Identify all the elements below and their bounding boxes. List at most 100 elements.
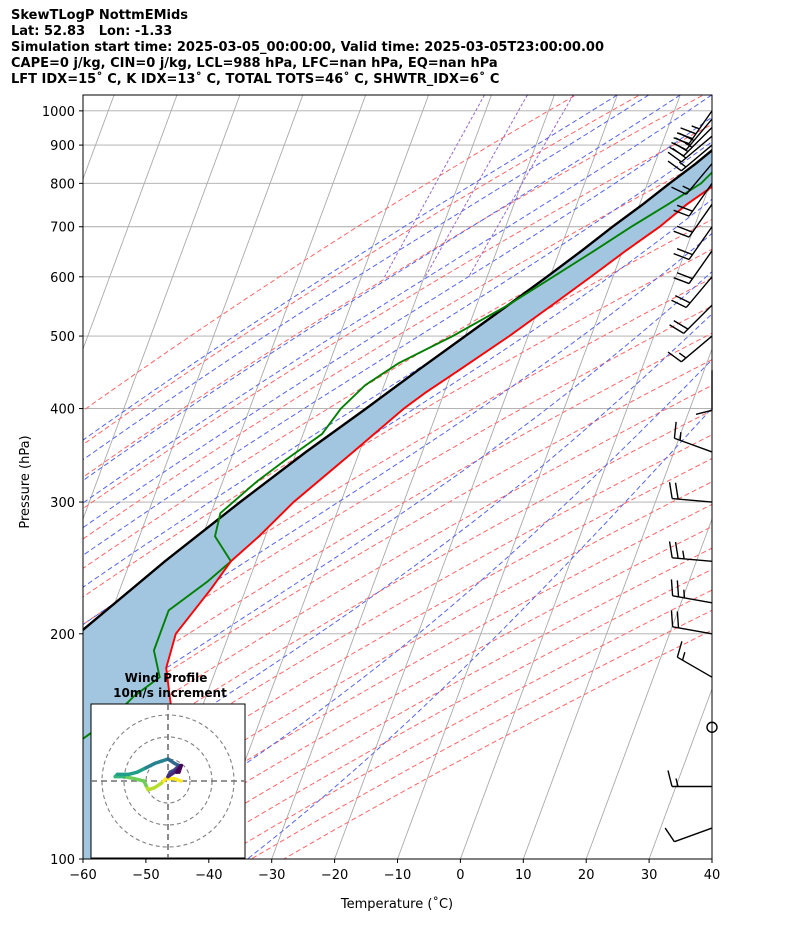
hodograph-title: Wind Profile [125, 671, 208, 685]
x-tick-label: 10 [515, 868, 532, 883]
wind-barb [668, 482, 713, 503]
y-tick-label: 100 [50, 853, 75, 868]
wind-barb [695, 370, 713, 415]
y-tick-label: 400 [50, 403, 75, 418]
isotherm-line [711, 857, 712, 859]
grid-layer [83, 95, 794, 859]
indices-line-2: LFT IDX=15˚ C, K IDX=13˚ C, TOTAL TOTS=4… [11, 72, 500, 87]
dry-adiabat [83, 458, 712, 821]
wind-barb [667, 135, 713, 163]
wind-barb [673, 226, 713, 261]
wind-barb [673, 250, 713, 285]
isotherm-line [775, 95, 794, 859]
y-tick-label: 300 [50, 496, 75, 511]
x-tick-label: 20 [578, 868, 595, 883]
wind-barb [671, 276, 713, 309]
x-tick-label: 0 [456, 868, 464, 883]
y-tick-label: 1000 [42, 105, 75, 120]
y-tick-label: 600 [50, 271, 75, 286]
location-line: Lat: 52.83 Lon: -1.33 [11, 24, 173, 39]
dry-adiabat [83, 218, 712, 598]
hodograph: Wind Profile 10m/s increment [90, 671, 246, 859]
dry-adiabat [83, 384, 712, 752]
hodograph-plot [91, 704, 245, 858]
moist-adiabat [83, 313, 712, 791]
mixing-ratio-line [384, 95, 485, 278]
isotherm-line [208, 95, 492, 859]
mixing-ratio-line [468, 95, 574, 278]
wind-barb [670, 610, 713, 635]
wind-barb [676, 641, 713, 678]
dry-adiabat [88, 503, 712, 859]
y-tick-label: 900 [50, 139, 75, 154]
wind-barb [673, 182, 713, 217]
moist-adiabat [83, 141, 712, 556]
hodograph-segment [177, 763, 183, 774]
x-tick-label: −40 [195, 868, 222, 883]
moist-adiabat [83, 95, 681, 482]
x-axis-label: Temperature (˚C) [340, 896, 453, 912]
times-line: Simulation start time: 2025-03-05_00:00:… [11, 40, 604, 55]
indices-line-1: CAPE=0 j/kg, CIN=0 j/kg, LCL=988 hPa, LF… [11, 56, 498, 71]
dry-adiabat [83, 95, 641, 446]
dry-adiabat [83, 305, 712, 678]
y-tick-label: 500 [50, 330, 75, 345]
dry-adiabat [83, 359, 712, 728]
wind-barb [664, 827, 713, 843]
wind-barb [667, 335, 713, 363]
y-tick-label: 800 [50, 177, 75, 192]
x-tick-label: −20 [321, 868, 348, 883]
wind-barb [670, 579, 713, 604]
y-axis-label: Pressure (hPa) [18, 435, 33, 528]
x-tick-label: 30 [641, 868, 658, 883]
isotherm-line [585, 517, 712, 859]
dry-adiabat [83, 434, 712, 798]
isotherm-line [271, 95, 555, 859]
isotherm-line [334, 95, 618, 859]
dry-adiabat [153, 547, 712, 859]
wind-barb-layer [664, 110, 718, 843]
wind-barb [673, 203, 713, 238]
isotherm-line [522, 347, 712, 859]
wind-barb [669, 304, 713, 334]
moist-adiabat [247, 407, 712, 859]
moist-adiabat [83, 95, 649, 461]
y-tick-label: 700 [50, 221, 75, 236]
x-tick-label: −10 [384, 868, 411, 883]
x-tick-label: −60 [69, 868, 96, 883]
x-tick-label: 40 [704, 868, 721, 883]
moist-adiabat [83, 198, 712, 626]
moist-adiabat [83, 95, 712, 504]
wind-barb [706, 721, 718, 733]
parcel-profile-line [83, 148, 712, 632]
y-tick-label: 200 [50, 628, 75, 643]
dry-adiabat [83, 95, 577, 412]
isotherm-line [83, 95, 241, 521]
chart-header: SkewTLogP NottmEMids Lat: 52.83 Lon: -1.… [11, 8, 604, 88]
dry-adiabat [83, 156, 712, 540]
moist-adiabat [83, 95, 618, 441]
moist-adiabat [83, 232, 712, 670]
wind-barb [671, 163, 713, 195]
wind-barb [667, 770, 712, 788]
wind-barb [667, 144, 713, 172]
x-tick-label: −50 [132, 868, 159, 883]
isotherm-line [459, 177, 712, 859]
hodograph-ring [145, 758, 191, 804]
moist-adiabat [83, 116, 712, 529]
wind-barb [673, 421, 713, 453]
dry-adiabat [83, 248, 712, 626]
hodograph-segment [122, 774, 137, 781]
surface-marker: × [759, 105, 767, 116]
hodograph-subtitle: 10m/s increment [113, 686, 227, 700]
isotherm-line [648, 687, 712, 859]
mixing-ratio-line [424, 95, 528, 278]
chart-title: SkewTLogP NottmEMids [11, 8, 189, 23]
isotherm-line [83, 95, 178, 351]
dry-adiabat [83, 123, 712, 510]
wind-barb [668, 541, 713, 562]
isotherm-line [83, 95, 304, 691]
dry-adiabat [250, 609, 712, 859]
